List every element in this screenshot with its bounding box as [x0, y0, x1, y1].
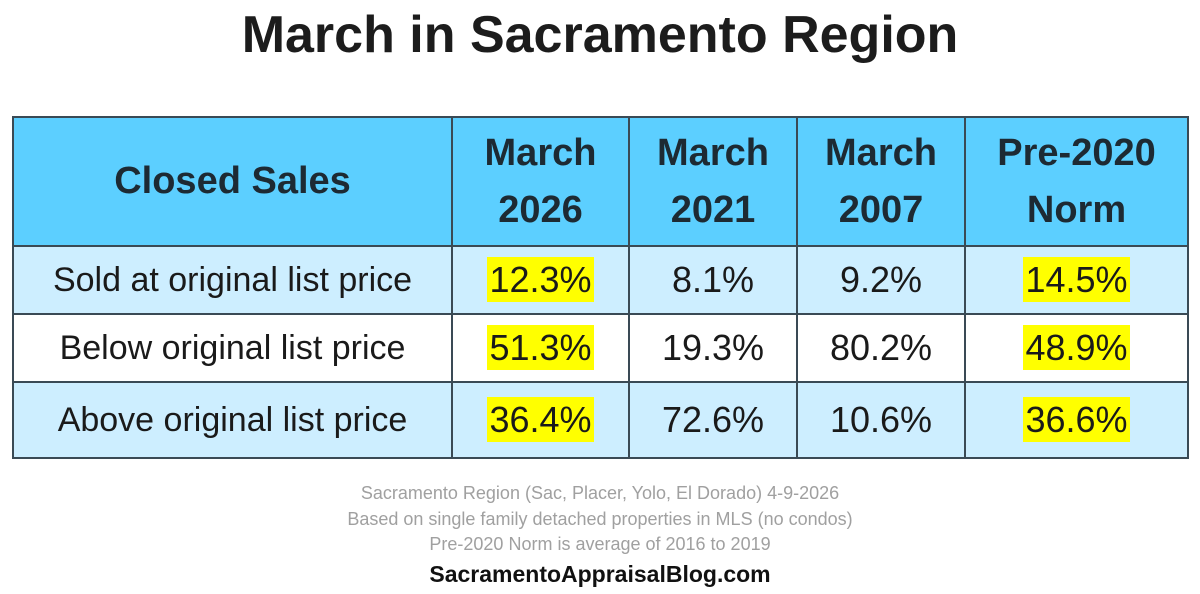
header-text: March [657, 131, 769, 174]
header-text: 2026 [498, 188, 583, 231]
cell: 12.3% [451, 245, 630, 315]
cell-value: 72.6% [628, 381, 798, 459]
cell-value: 10.6% [796, 381, 966, 459]
footer-region-note: Sacramento Region (Sac, Placer, Yolo, El… [360, 483, 840, 503]
footer-norm-note: Pre-2020 Norm is average of 2016 to 2019 [429, 534, 771, 554]
header-pre-2020-norm: Pre-2020 Norm [964, 116, 1189, 247]
cell-value: 80.2% [796, 313, 966, 383]
cell: 36.4% [451, 381, 630, 459]
cell: 14.5% [964, 245, 1189, 315]
cell-value: 8.1% [628, 245, 798, 315]
header-march-2021: March 2021 [628, 116, 798, 247]
header-text: March [484, 131, 597, 174]
table-header-row: Closed Sales March 2026 March 2021 March 20… [12, 116, 1189, 247]
cell-value: 48.9% [1023, 325, 1130, 370]
header-text: March [825, 131, 937, 174]
cell-value: 14.5% [1023, 257, 1130, 302]
closed-sales-table: Closed Sales March 2026 March 2021 March 20… [12, 116, 1189, 459]
cell-value: 36.4% [487, 397, 594, 442]
cell-value: 19.3% [628, 313, 798, 383]
page-title: March in Sacramento Region [241, 6, 959, 64]
cell: 48.9% [964, 313, 1189, 383]
blog-site-link[interactable]: SacramentoAppraisalBlog.com [429, 561, 771, 587]
cell: 36.6% [964, 381, 1189, 459]
cell-value: 9.2% [796, 245, 966, 315]
cell: 51.3% [451, 313, 630, 383]
cell-value: 51.3% [487, 325, 594, 370]
header-text: Pre-2020 [997, 131, 1156, 174]
header-text: Norm [1026, 188, 1127, 231]
header-text: 2021 [670, 188, 756, 231]
table-row: Above original list price 36.4% 72.6% 10… [12, 381, 1189, 459]
footer-basis-note: Based on single family detached properti… [347, 509, 853, 529]
header-march-2026: March 2026 [451, 116, 630, 247]
table-row: Below original list price 51.3% 19.3% 80… [12, 313, 1189, 383]
row-label: Sold at original list price [12, 245, 453, 315]
header-text: 2007 [838, 188, 924, 231]
table-row: Sold at original list price 12.3% 8.1% 9… [12, 245, 1189, 315]
row-label: Below original list price [12, 313, 453, 383]
cell-value: 12.3% [487, 257, 594, 302]
header-text: Closed Sales [114, 160, 351, 202]
header-march-2007: March 2007 [796, 116, 966, 247]
row-label: Above original list price [12, 381, 453, 459]
header-closed-sales: Closed Sales [12, 116, 453, 247]
cell-value: 36.6% [1023, 397, 1130, 442]
